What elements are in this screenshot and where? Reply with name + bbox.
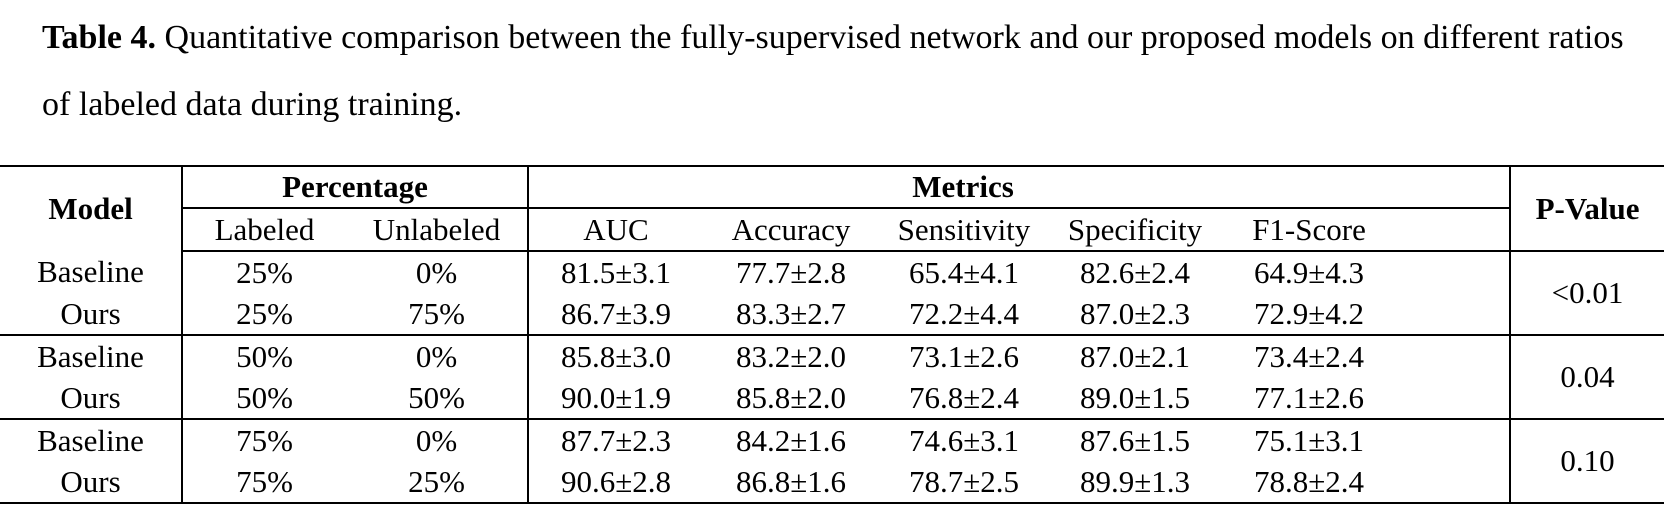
cell-auc: 87.7±2.3: [560, 422, 671, 458]
cell-sensitivity: 73.1±2.6: [908, 338, 1019, 374]
cell-f1: 64.9±4.3: [1254, 254, 1365, 290]
cell-sensitivity: 74.6±3.1: [908, 422, 1019, 458]
cell-unlabeled: 25%: [346, 461, 529, 504]
cell-specificity: 87.6±1.5: [1079, 422, 1190, 458]
cell-specificity: 82.6±2.4: [1079, 254, 1190, 290]
header-pvalue: P-Value: [1510, 165, 1665, 252]
cell-model: Baseline: [0, 251, 183, 293]
cell-pvalue: <0.01: [1510, 251, 1665, 336]
cell-labeled: 75%: [236, 422, 293, 458]
cell-auc: 90.6±2.8: [528, 461, 703, 504]
header-percentage: Percentage: [182, 165, 529, 209]
cell-accuracy: 83.3±2.7: [703, 293, 879, 336]
cell-labeled: 50%: [236, 338, 293, 374]
cell-model: Baseline: [0, 419, 183, 461]
caption-label: Table 4.: [42, 19, 157, 56]
cell-pvalue: 0.04: [1510, 335, 1665, 420]
cell-pvalue: 0.10: [1510, 419, 1665, 504]
cell-model: Ours: [0, 293, 183, 336]
header-unlabeled: Unlabeled: [346, 208, 529, 252]
cell-sensitivity: 65.4±4.1: [908, 254, 1019, 290]
cell-accuracy: 85.8±2.0: [703, 377, 879, 420]
table-row: Ours 25% 75% 86.7±3.9 83.3±2.7 72.2±4.4 …: [0, 293, 1664, 336]
cell-model: Baseline: [0, 335, 183, 377]
cell-labeled: 75%: [182, 461, 346, 504]
header-auc: AUC: [528, 208, 703, 252]
header-labeled: Labeled: [182, 208, 346, 252]
table-row: Baseline 25% 0% 81.5±3.1 77.7±2.8 65.4±4…: [0, 251, 1665, 336]
header-spacer: [1397, 208, 1512, 252]
cell-auc: 90.0±1.9: [528, 377, 703, 420]
cell-unlabeled: 75%: [346, 293, 529, 336]
table-row: Ours 50% 50% 90.0±1.9 85.8±2.0 76.8±2.4 …: [0, 377, 1664, 420]
cell-sensitivity: 72.2±4.4: [879, 293, 1049, 336]
cell-unlabeled: 0%: [346, 419, 529, 461]
table-row: Baseline 75% 0% 87.7±2.3 84.2±1.6 74.6±3…: [0, 419, 1665, 504]
cell-f1: 72.9±4.2: [1221, 293, 1398, 336]
cell-model: Ours: [0, 461, 183, 504]
cell-auc: 86.7±3.9: [528, 293, 703, 336]
cell-f1: 75.1±3.1: [1254, 422, 1365, 458]
cell-labeled: 50%: [182, 377, 346, 420]
cell-spacer: [1397, 335, 1512, 377]
header-accuracy: Accuracy: [703, 208, 879, 252]
header-f1: F1-Score: [1221, 208, 1398, 252]
header-metrics: Metrics: [528, 165, 1398, 209]
cell-accuracy: 86.8±1.6: [703, 461, 879, 504]
table-row: Ours 75% 25% 90.6±2.8 86.8±1.6 78.7±2.5 …: [0, 461, 1664, 504]
cell-auc: 85.8±3.0: [560, 338, 671, 374]
cell-f1: 77.1±2.6: [1221, 377, 1398, 420]
cell-specificity: 87.0±2.1: [1079, 338, 1190, 374]
header-metrics-spacer: [1397, 165, 1512, 209]
cell-specificity: 87.0±2.3: [1049, 293, 1221, 336]
table-row: Baseline 50% 0% 85.8±3.0 83.2±2.0 73.1±2…: [0, 335, 1665, 420]
cell-labeled: 25%: [236, 254, 293, 290]
cell-accuracy: 83.2±2.0: [735, 338, 846, 374]
cell-f1: 73.4±2.4: [1254, 338, 1365, 374]
cell-specificity: 89.0±1.5: [1049, 377, 1221, 420]
cell-accuracy: 84.2±1.6: [735, 422, 846, 458]
cell-unlabeled: 0%: [346, 251, 529, 293]
header-model: Model: [0, 165, 183, 251]
header-sensitivity: Sensitivity: [879, 208, 1049, 252]
cell-spacer: [1397, 377, 1512, 420]
cell-spacer: [1397, 251, 1512, 293]
cell-model: Ours: [0, 377, 183, 420]
cell-spacer: [1397, 419, 1512, 461]
cell-unlabeled: 50%: [346, 377, 529, 420]
cell-f1: 78.8±2.4: [1221, 461, 1398, 504]
cell-spacer: [1397, 293, 1512, 336]
cell-auc: 81.5±3.1: [560, 254, 671, 290]
results-table: Model Percentage Metrics P-Value Labeled…: [0, 165, 1665, 504]
cell-specificity: 89.9±1.3: [1049, 461, 1221, 504]
cell-accuracy: 77.7±2.8: [735, 254, 846, 290]
cell-sensitivity: 76.8±2.4: [879, 377, 1049, 420]
cell-spacer: [1397, 461, 1512, 504]
caption-text: Quantitative comparison between the full…: [42, 19, 1624, 123]
table-caption: Table 4. Quantitative comparison between…: [42, 4, 1632, 138]
cell-labeled: 25%: [182, 293, 346, 336]
cell-sensitivity: 78.7±2.5: [879, 461, 1049, 504]
cell-unlabeled: 0%: [346, 335, 529, 377]
header-specificity: Specificity: [1049, 208, 1221, 252]
